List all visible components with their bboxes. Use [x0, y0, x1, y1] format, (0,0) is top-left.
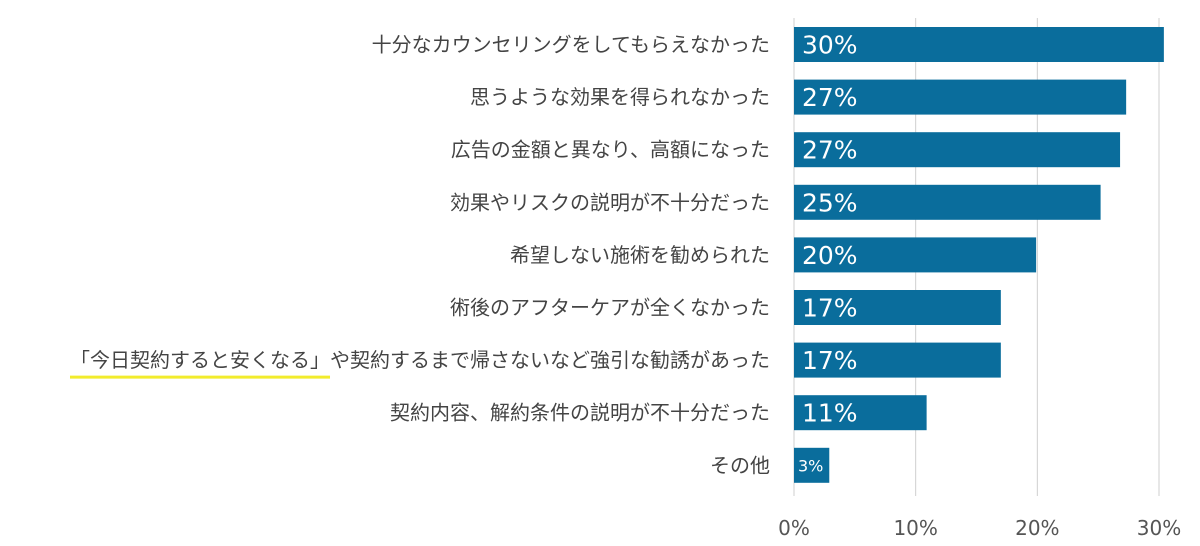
category-label: 効果やリスクの説明が不十分だった — [450, 190, 770, 214]
category-label: 術後のアフターケアが全くなかった — [450, 296, 770, 320]
bar — [794, 395, 927, 431]
bar — [794, 184, 1101, 220]
x-tick-label: 30% — [1137, 516, 1181, 540]
bar — [794, 290, 1001, 325]
category-label: 十分なカウンセリングをしてもらえなかった — [372, 33, 770, 57]
value-label: 27% — [802, 136, 858, 165]
category-label: 「今日契約すると安くなる」や契約するまで帰さないなど強引な勧誘があった — [70, 348, 770, 372]
value-labels: 30% 27% 27% 25% 20% 17% 17% 11% 3% — [798, 31, 858, 476]
x-tick-label: 0% — [778, 516, 810, 540]
category-label: その他 — [710, 453, 770, 477]
category-labels: 十分なカウンセリングをしてもらえなかった思うような効果を得られなかった広告の金額… — [70, 33, 770, 478]
value-label: 25% — [802, 188, 858, 217]
bar — [794, 79, 1127, 115]
value-label: 27% — [802, 83, 858, 112]
bar — [794, 132, 1121, 168]
value-label: 30% — [802, 31, 858, 60]
category-label: 契約内容、解約条件の説明が不十分だった — [390, 401, 770, 425]
x-axis-tick-labels: 0% 10% 20% 30% — [778, 516, 1181, 540]
x-tick-label: 10% — [893, 516, 937, 540]
value-label: 17% — [802, 294, 858, 323]
x-tick-label: 20% — [1015, 516, 1059, 540]
value-label: 11% — [802, 399, 858, 428]
bar — [794, 342, 1001, 378]
category-label: 思うような効果を得られなかった — [470, 85, 770, 109]
bar — [794, 237, 1037, 273]
value-label: 20% — [802, 241, 858, 270]
bar — [794, 447, 830, 483]
category-label: 広告の金額と異なり、高額になった — [451, 138, 770, 162]
bars — [794, 27, 1164, 483]
category-label: 希望しない施術を勧められた — [510, 243, 770, 267]
value-label: 17% — [802, 346, 858, 375]
bar — [794, 27, 1164, 62]
value-label: 3% — [798, 456, 823, 475]
